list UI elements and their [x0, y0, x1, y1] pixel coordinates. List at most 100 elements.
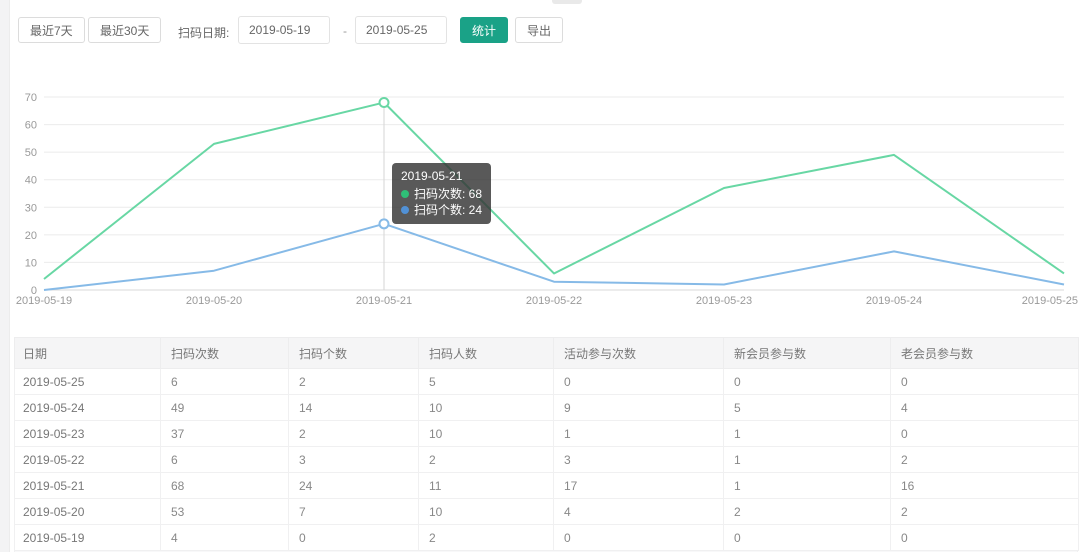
x-tick-label: 2019-05-22 [526, 295, 582, 307]
series-line-扫码次数 [43, 101, 1065, 280]
table-cell: 1 [723, 446, 891, 473]
table-cell: 4 [553, 498, 724, 525]
table-cell: 37 [160, 420, 289, 447]
table-cell: 2 [418, 446, 554, 473]
table-cell: 68 [160, 472, 289, 499]
daily-stats-table-wrap: 日期 扫码次数 扫码个数 扫码人数 活动参与次数 新会员参与数 老会员参与数 2019-05… [14, 337, 1079, 552]
table-cell: 0 [890, 524, 1079, 551]
scan-trend-chart[interactable]: 0 10 20 30 40 50 60 70 2019-05-19 2019-05-20 2019-… [0, 60, 1080, 310]
page-left-margin [0, 0, 10, 552]
table-cell: 5 [418, 368, 554, 395]
table-cell: 14 [288, 394, 419, 421]
table-cell: 2 [418, 524, 554, 551]
y-tick-label: 30 [25, 202, 37, 214]
table-cell: 0 [723, 524, 891, 551]
table-header-cell: 老会员参与数 [890, 337, 1079, 369]
table-cell: 2 [288, 420, 419, 447]
table-cell: 1 [723, 472, 891, 499]
statistics-button[interactable]: 统计 [460, 17, 509, 43]
tooltip-series-value: 扫码个数: 24 [414, 203, 483, 217]
table-header-row: 日期 扫码次数 扫码个数 扫码人数 活动参与次数 新会员参与数 老会员参与数 [14, 337, 1079, 369]
table-cell: 6 [160, 446, 289, 473]
x-tick-label: 2019-05-19 [16, 295, 72, 307]
y-tick-label: 20 [25, 230, 37, 242]
table-cell: 24 [288, 472, 419, 499]
table-header-cell: 新会员参与数 [723, 337, 891, 369]
table-cell: 53 [160, 498, 289, 525]
table-cell: 3 [288, 446, 419, 473]
table-cell: 10 [418, 394, 554, 421]
date-from-input[interactable] [238, 16, 330, 44]
last-7-days-button[interactable]: 最近7天 [18, 17, 85, 43]
table-row: 2019-05-24 49 14 10 9 5 4 [14, 394, 1079, 421]
table-cell: 2019-05-24 [14, 394, 161, 421]
table-row: 2019-05-25 6 2 5 0 0 0 [14, 368, 1079, 395]
y-tick-label: 40 [25, 175, 37, 187]
table-row: 2019-05-19 4 0 2 0 0 0 [14, 524, 1079, 551]
table-cell: 2019-05-21 [14, 472, 161, 499]
table-cell: 0 [890, 420, 1079, 447]
x-tick-label: 2019-05-23 [696, 295, 752, 307]
table-cell: 0 [890, 368, 1079, 395]
tooltip-items: 扫码次数: 68 扫码个数: 24 [401, 186, 482, 218]
table-cell: 1 [723, 420, 891, 447]
scan-date-label: 扫码日期: [178, 26, 230, 40]
hover-point-marker [378, 97, 390, 109]
table-cell: 11 [418, 472, 554, 499]
export-button[interactable]: 导出 [515, 17, 564, 43]
table-cell: 6 [160, 368, 289, 395]
cropped-ui-fragment [552, 0, 582, 4]
table-cell: 10 [418, 498, 554, 525]
date-to-input[interactable] [355, 16, 447, 44]
y-tick-label: 60 [25, 120, 37, 132]
table-cell: 49 [160, 394, 289, 421]
x-tick-label: 2019-05-21 [356, 295, 412, 307]
last-30-days-button[interactable]: 最近30天 [88, 17, 162, 43]
table-row: 2019-05-23 37 2 10 1 1 0 [14, 420, 1079, 447]
series-bullet-icon [401, 206, 409, 214]
date-range-separator: - [343, 24, 347, 38]
table-cell: 2019-05-22 [14, 446, 161, 473]
table-cell: 2 [288, 368, 419, 395]
table-header-cell: 扫码次数 [160, 337, 289, 369]
table-cell: 2019-05-25 [14, 368, 161, 395]
table-cell: 2019-05-23 [14, 420, 161, 447]
table-header-cell: 扫码人数 [418, 337, 554, 369]
tooltip-series-value: 扫码次数: 68 [414, 187, 483, 201]
table-cell: 4 [160, 524, 289, 551]
filter-toolbar: 最近7天 最近30天 扫码日期: - 统计 导出 [0, 0, 1080, 60]
hover-point-marker [378, 218, 390, 230]
daily-stats-table: 日期 扫码次数 扫码个数 扫码人数 活动参与次数 新会员参与数 老会员参与数 2019-05… [14, 337, 1079, 551]
x-tick-label: 2019-05-25 [1022, 295, 1078, 307]
y-tick-label: 0 [31, 285, 37, 297]
x-tick-label: 2019-05-20 [186, 295, 242, 307]
table-cell: 7 [288, 498, 419, 525]
series-line-扫码个数 [43, 222, 1065, 291]
table-cell: 3 [553, 446, 724, 473]
tooltip-series-row: 扫码个数: 24 [401, 202, 482, 218]
table-cell: 0 [553, 524, 724, 551]
table-cell: 0 [288, 524, 419, 551]
table-cell: 16 [890, 472, 1079, 499]
table-cell: 10 [418, 420, 554, 447]
table-cell: 2019-05-19 [14, 524, 161, 551]
table-cell: 5 [723, 394, 891, 421]
table-header-cell: 扫码个数 [288, 337, 419, 369]
table-body: 2019-05-25 6 2 5 0 0 0 2019-05-24 49 14 10 9 5 4 2019-… [14, 368, 1079, 551]
y-tick-label: 10 [25, 257, 37, 269]
x-tick-label: 2019-05-24 [866, 295, 922, 307]
table-cell: 2 [890, 446, 1079, 473]
y-tick-label: 70 [25, 92, 37, 104]
tooltip-series-row: 扫码次数: 68 [401, 186, 482, 202]
table-header-cell: 日期 [14, 337, 161, 369]
line-chart-svg: 0 10 20 30 40 50 60 70 2019-05-19 2019-05-20 2019-… [16, 92, 1078, 307]
table-row: 2019-05-21 68 24 11 17 1 16 [14, 472, 1079, 499]
table-cell: 9 [553, 394, 724, 421]
series-bullet-icon [401, 190, 409, 198]
table-cell: 2 [723, 498, 891, 525]
table-cell: 0 [553, 368, 724, 395]
table-row: 2019-05-20 53 7 10 4 2 2 [14, 498, 1079, 525]
tooltip-date: 2019-05-21 [401, 169, 463, 183]
table-row: 2019-05-22 6 3 2 3 1 2 [14, 446, 1079, 473]
